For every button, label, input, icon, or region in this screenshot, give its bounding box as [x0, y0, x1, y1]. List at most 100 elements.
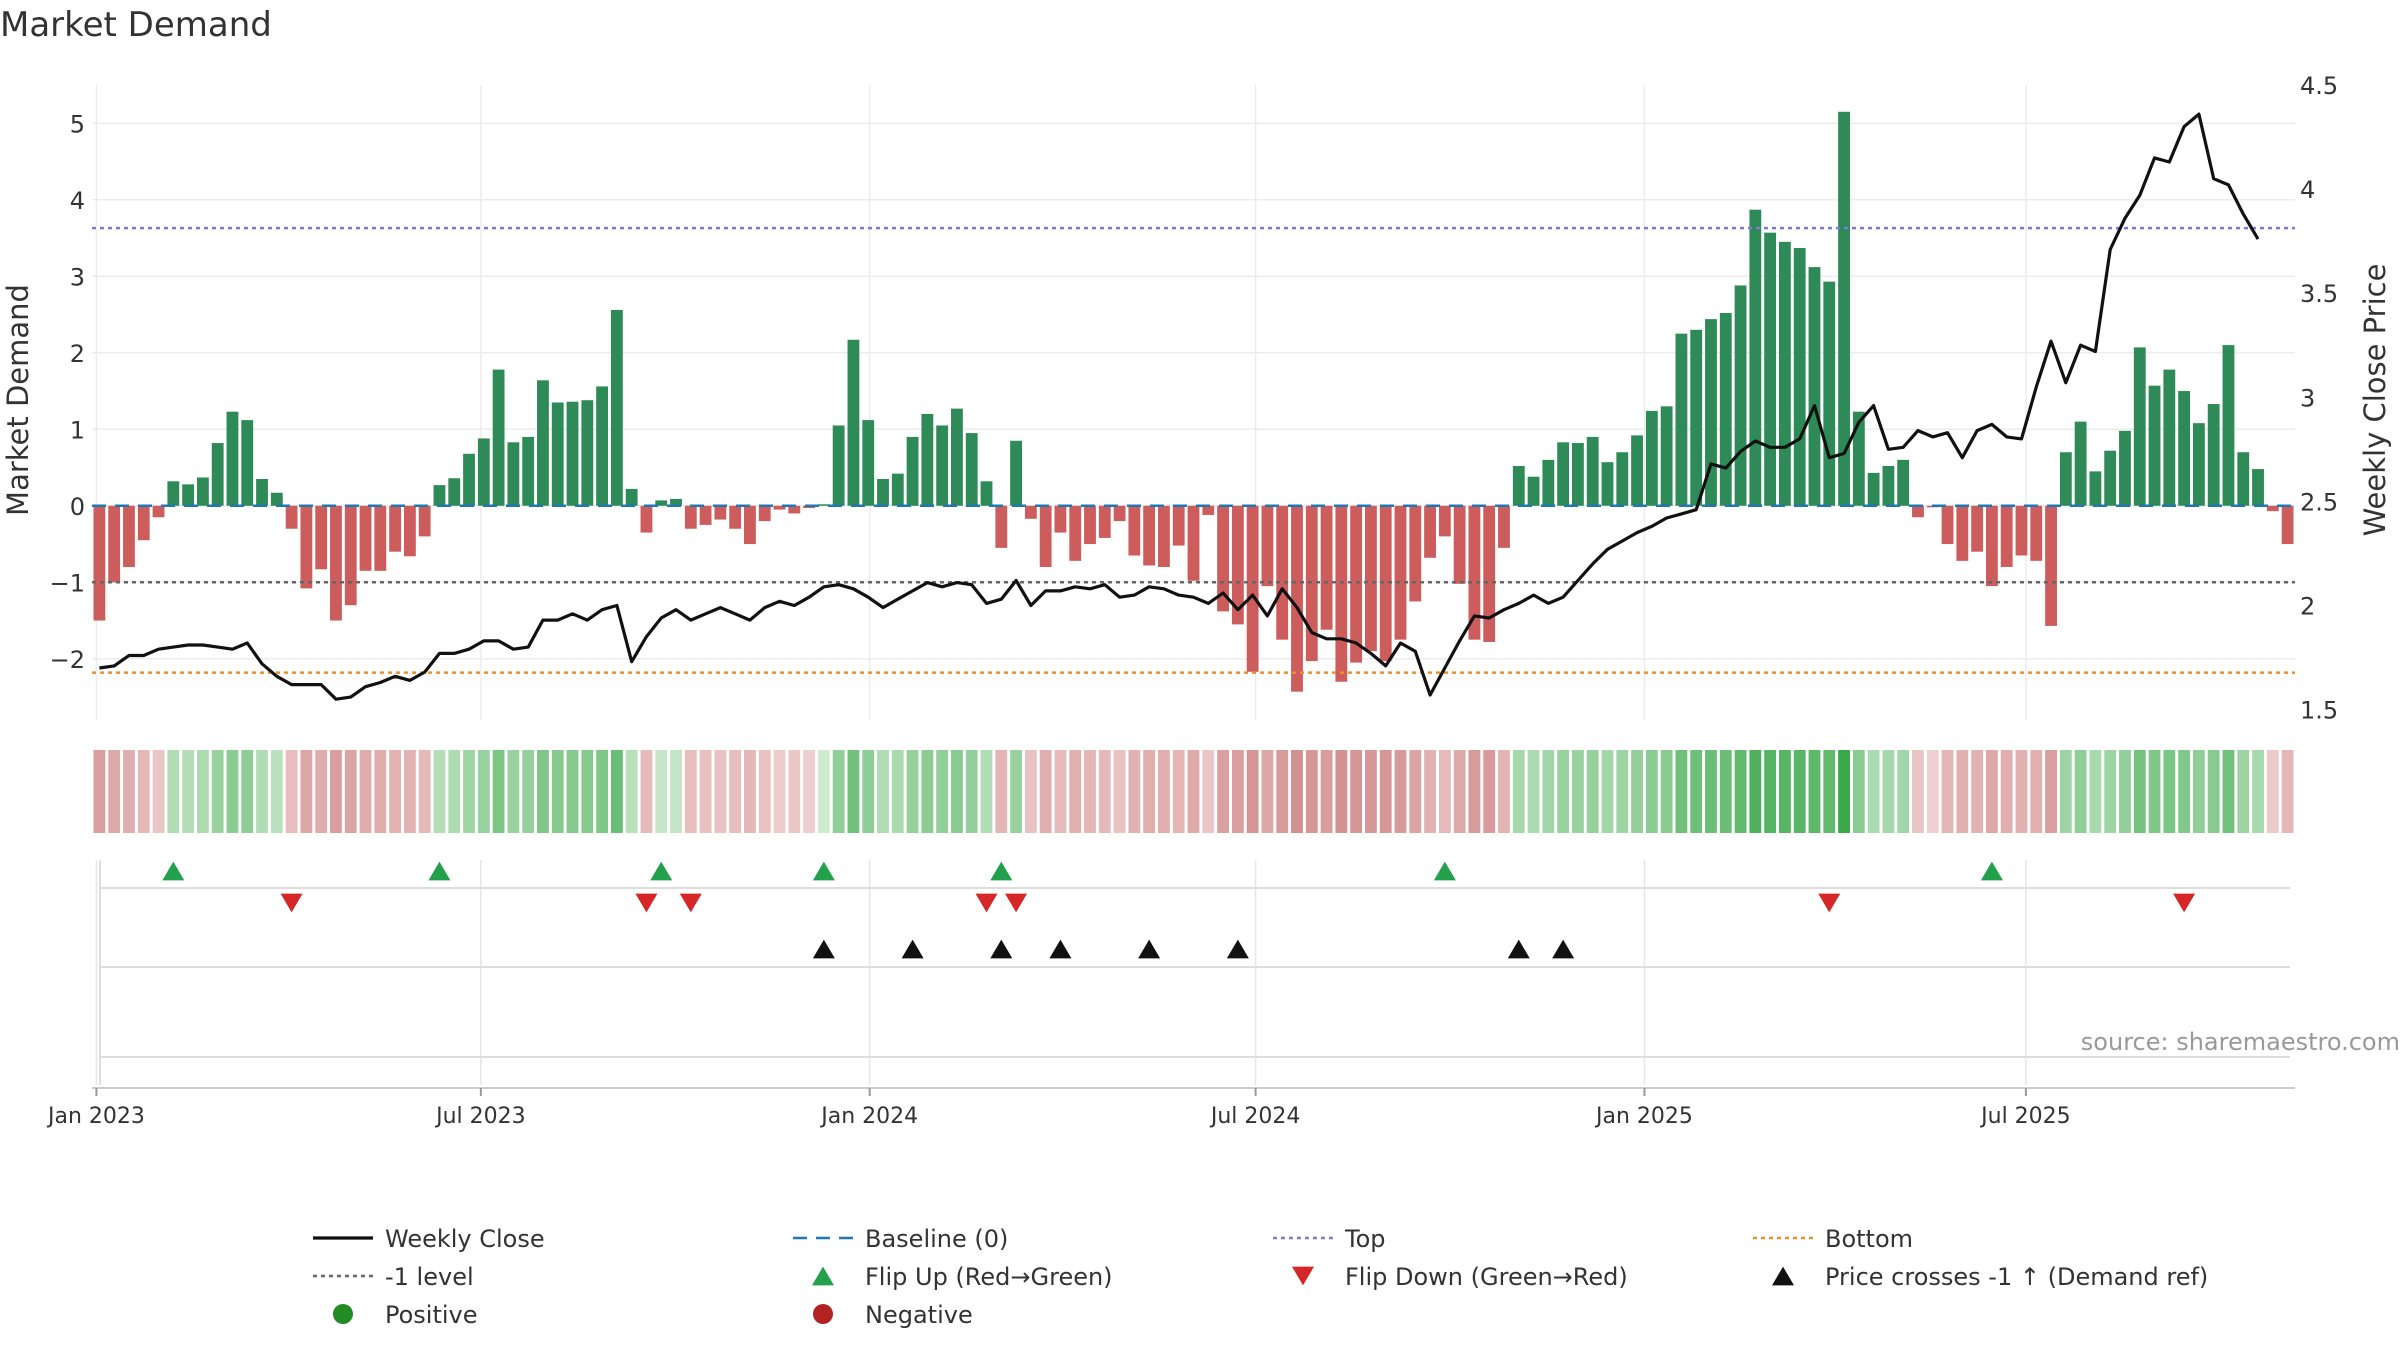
- demand-bar: [1557, 442, 1570, 506]
- price-cross-marker: [990, 939, 1013, 959]
- legend-label: Bottom: [1825, 1225, 1913, 1253]
- demand-bar: [1882, 466, 1895, 506]
- demand-bar: [1941, 505, 1954, 545]
- demand-bar: [1793, 247, 1806, 506]
- y-left-tick-label: 0: [70, 493, 85, 521]
- demand-bar: [196, 477, 209, 506]
- demand-bar: [492, 369, 505, 506]
- flip-up-marker: [650, 861, 673, 881]
- legend-marker: [812, 1266, 834, 1286]
- demand-bar: [625, 488, 638, 506]
- demand-bar: [2222, 345, 2235, 506]
- legend-label: Weekly Close: [385, 1225, 545, 1253]
- y-left-tick-label: 3: [70, 263, 85, 291]
- heat-cell: [1867, 750, 1880, 833]
- source-note: source: sharemaestro.com: [2081, 1028, 2400, 1056]
- demand-bar: [891, 473, 904, 506]
- heat-cell: [596, 750, 609, 833]
- demand-bar: [2207, 404, 2220, 506]
- heat-cell: [1305, 750, 1318, 833]
- demand-bar: [817, 504, 830, 506]
- demand-bar: [1143, 505, 1156, 566]
- y-right-tick-label: 2: [2300, 592, 2315, 620]
- heat-cell: [1808, 750, 1821, 833]
- demand-bar: [1291, 505, 1303, 692]
- heat-cell: [1838, 750, 1850, 833]
- heat-cell: [1778, 750, 1791, 833]
- heat-cell: [1601, 750, 1614, 833]
- heat-cell: [1675, 750, 1688, 833]
- legend-item: Price crosses -1 ↑ (Demand ref): [1772, 1263, 2208, 1291]
- legend-label: Baseline (0): [865, 1225, 1008, 1253]
- legend-item: Baseline (0): [793, 1225, 1008, 1253]
- demand-bar: [729, 505, 742, 529]
- heat-cell: [1365, 750, 1377, 833]
- demand-bar: [1365, 505, 1377, 652]
- heat-cell: [108, 750, 121, 833]
- demand-bar: [1778, 241, 1791, 506]
- demand-bar: [2089, 471, 2102, 506]
- demand-bar: [1823, 281, 1836, 506]
- heat-cell: [1187, 750, 1200, 833]
- heat-cell: [2074, 750, 2087, 833]
- heat-cell: [1261, 750, 1274, 833]
- flip-up-marker: [1980, 861, 2003, 881]
- heat-cell: [2148, 750, 2161, 833]
- demand-bar: [1335, 505, 1348, 682]
- price-cross-marker: [1138, 939, 1161, 959]
- heat-cell: [1409, 750, 1422, 833]
- y-left-tick-label: −1: [50, 569, 85, 597]
- legend-label: -1 level: [385, 1263, 474, 1291]
- demand-bar: [2163, 369, 2176, 506]
- demand-bar: [2237, 452, 2250, 506]
- y-left-tick-label: 2: [70, 340, 85, 368]
- demand-bar: [167, 481, 180, 506]
- demand-bar: [315, 505, 328, 570]
- demand-bar: [1971, 505, 1984, 552]
- heat-cell: [330, 750, 342, 833]
- demand-bar: [1394, 505, 1407, 640]
- heat-cell: [1291, 750, 1303, 833]
- heat-cell: [2133, 750, 2146, 833]
- demand-bar: [300, 505, 313, 589]
- heat-cell: [492, 750, 505, 833]
- heat-cell: [537, 750, 549, 833]
- heat-cell: [1084, 750, 1096, 833]
- demand-bar: [1438, 505, 1451, 537]
- demand-bar: [537, 380, 549, 506]
- heat-cell: [758, 750, 771, 833]
- heat-cell: [1113, 750, 1126, 833]
- heat-cell: [2237, 750, 2250, 833]
- demand-bar: [965, 433, 978, 506]
- demand-bar: [551, 402, 564, 506]
- demand-bar: [433, 485, 446, 506]
- heat-cell: [729, 750, 742, 833]
- heat-cell: [877, 750, 889, 833]
- demand-bar: [2281, 505, 2294, 545]
- heat-cell: [906, 750, 919, 833]
- y-left-tick-label: 1: [70, 416, 85, 444]
- heat-cell: [433, 750, 446, 833]
- heat-cell: [2252, 750, 2264, 833]
- legend-item: Bottom: [1753, 1225, 1913, 1253]
- demand-bar: [211, 443, 224, 506]
- demand-bar: [1069, 505, 1082, 561]
- heat-cell: [1498, 750, 1510, 833]
- demand-bar: [1912, 505, 1924, 518]
- heat-cell: [995, 750, 1008, 833]
- heat-cell: [1690, 750, 1703, 833]
- demand-bar: [1276, 505, 1289, 640]
- flip-up-marker: [428, 861, 451, 881]
- demand-bar: [788, 505, 801, 514]
- heat-cell: [788, 750, 801, 833]
- heat-cell: [1631, 750, 1643, 833]
- y-right-tick-label: 3: [2300, 384, 2315, 412]
- heat-cell: [1512, 750, 1525, 833]
- demand-bar: [862, 420, 875, 506]
- heat-cell: [2045, 750, 2057, 833]
- heat-cell: [1956, 750, 1969, 833]
- demand-bar: [418, 505, 431, 537]
- y-left-tick-label: 4: [70, 187, 85, 215]
- demand-bar: [2192, 423, 2205, 506]
- heat-cell: [1231, 750, 1244, 833]
